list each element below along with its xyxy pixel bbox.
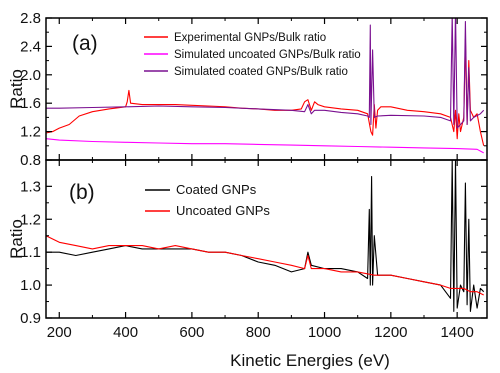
x-axis-label: Kinetic Energies (eV) xyxy=(230,351,390,370)
series-group xyxy=(46,18,485,154)
y-tick-label: 1.2 xyxy=(20,211,41,228)
y-tick-label: 2.0 xyxy=(20,67,41,84)
y-tick-label: 1.0 xyxy=(20,277,41,294)
y-tick-label: 0.9 xyxy=(20,310,41,327)
panel-b: 0.9 1.0 1.1 1.2 1.3 200 400 600 800 1000 1200 1400 R… xyxy=(7,159,488,341)
plot-frame xyxy=(45,159,488,319)
legend-label: Experimental GNPs/Bulk ratio xyxy=(174,32,326,44)
y-tick-label: 2.4 xyxy=(20,38,41,55)
y-tick-label: 1.1 xyxy=(20,244,41,261)
series-line-3 xyxy=(46,18,485,129)
y-tick-label: 0.8 xyxy=(20,152,41,169)
x-tick-label: 200 xyxy=(47,324,72,341)
legend: Coated GNPs Uncoated GNPs xyxy=(145,182,270,218)
x-tick-label: 1200 xyxy=(374,324,407,341)
y-axis-label: Ratio xyxy=(7,69,26,109)
panel-label: (a) xyxy=(72,32,98,55)
series-line-1 xyxy=(46,38,485,146)
x-tick-label: 600 xyxy=(179,324,204,341)
legend-label: Simulated coated GNPs/Bulk ratio xyxy=(174,66,348,78)
series-group xyxy=(46,160,485,312)
y-tick-label: 1.2 xyxy=(20,124,41,141)
x-tick-label: 800 xyxy=(246,324,271,341)
legend: Experimental GNPs/Bulk ratio Simulated un… xyxy=(144,32,361,78)
x-tick-label: 1000 xyxy=(308,324,341,341)
panel-label: (b) xyxy=(69,181,95,204)
y-tick-label: 1.6 xyxy=(20,95,41,112)
panel-a: 0.8 1.2 1.6 2.0 2.4 2.8 Ratio (a) Experimental G… xyxy=(7,10,488,169)
y-axis-label: Ratio xyxy=(7,219,26,259)
x-tick-label: 400 xyxy=(113,324,138,341)
y-tick-label: 2.8 xyxy=(20,10,41,27)
legend-label: Coated GNPs xyxy=(176,182,257,197)
legend-label: Simulated uncoated GNPs/Bulk ratio xyxy=(174,49,361,61)
series-line-1 xyxy=(46,160,485,312)
series-line-2 xyxy=(46,235,484,296)
legend-label: Uncoated GNPs xyxy=(176,203,270,218)
series-line-2 xyxy=(46,138,484,154)
y-tick-label: 1.3 xyxy=(20,178,41,195)
x-tick-label: 1400 xyxy=(440,324,473,341)
